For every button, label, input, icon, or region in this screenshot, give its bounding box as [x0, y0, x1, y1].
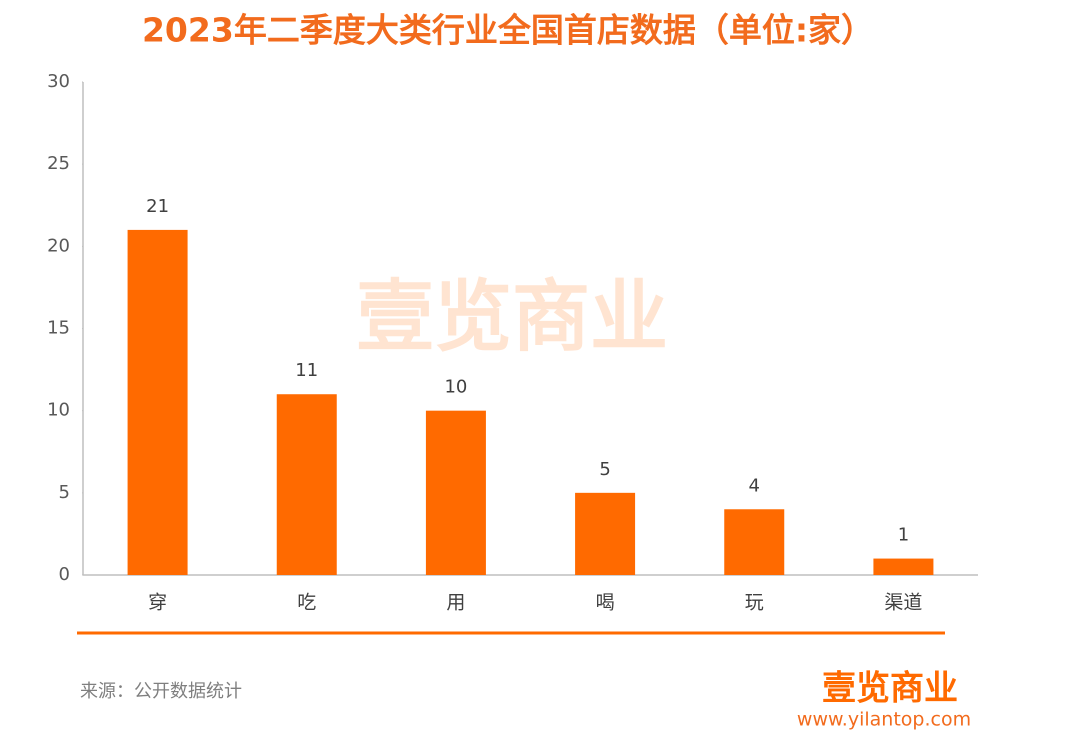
y-tick-label: 30	[47, 71, 70, 92]
bar	[425, 410, 486, 575]
data-label: 10	[444, 377, 467, 398]
watermark: 壹览商业	[356, 272, 668, 362]
x-tick-label: 渠道	[884, 592, 922, 614]
data-label: 5	[599, 459, 610, 480]
y-tick-label: 10	[47, 400, 70, 421]
logo-url: www.yilantop.com	[797, 709, 971, 731]
y-tick-label: 15	[47, 318, 70, 339]
data-label: 21	[146, 196, 169, 217]
bar	[127, 229, 188, 575]
bar	[276, 394, 337, 575]
x-tick-label: 玩	[745, 592, 764, 614]
x-tick-label: 穿	[148, 592, 167, 614]
data-label: 1	[898, 525, 909, 546]
y-tick-label: 5	[59, 482, 70, 503]
data-label: 11	[295, 360, 318, 381]
y-tick-label: 20	[47, 235, 70, 256]
x-tick-label: 吃	[297, 592, 316, 614]
y-tick-label: 25	[47, 153, 70, 174]
x-tick-label: 喝	[596, 592, 615, 614]
bar	[873, 558, 934, 575]
chart-title: 2023年二季度大类行业全国首店数据（单位:家）	[142, 11, 874, 50]
logo-name: 壹览商业	[822, 669, 958, 709]
source-note: 来源：公开数据统计	[80, 681, 242, 702]
x-tick-label: 用	[446, 592, 465, 614]
bar	[724, 509, 785, 575]
y-tick-label: 0	[59, 564, 70, 585]
data-label: 4	[749, 475, 760, 496]
bar	[575, 492, 636, 575]
